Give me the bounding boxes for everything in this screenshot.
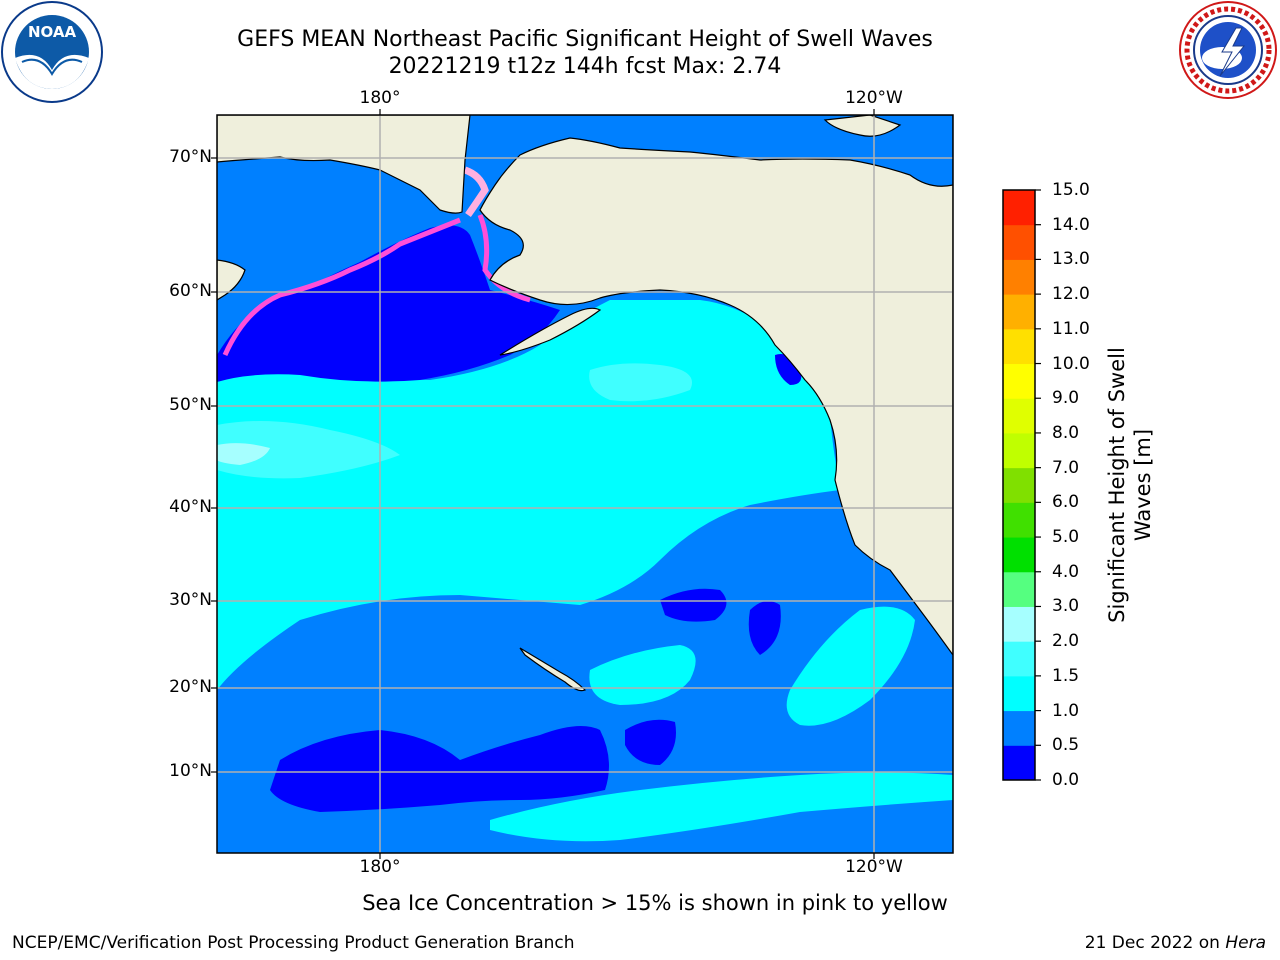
colorbar-tick-label: 9.0 [1052, 388, 1080, 409]
lon-tick-bottom-120w: 120°W [845, 857, 903, 877]
colorbar [1002, 189, 1041, 781]
colorbar-cell-13 [1003, 294, 1035, 330]
colorbar-tick-label: 0.5 [1052, 735, 1080, 756]
lat-tick-50n: 50°N [169, 395, 212, 415]
colorbar-cell-11 [1003, 363, 1035, 399]
colorbar-cell-16 [1003, 190, 1035, 226]
colorbar-cell-6 [1003, 537, 1035, 573]
colorbar-cell-2 [1003, 675, 1035, 712]
colorbar-cell-15 [1003, 224, 1035, 260]
colorbar-cell-5 [1003, 571, 1035, 607]
ocean-band-1.0-1.5-hawaii [589, 645, 696, 705]
chart-title: GEFS MEAN Northeast Pacific Significant … [237, 27, 933, 52]
ocean-band-1.0-1.5-south [490, 772, 953, 842]
colorbar-tick-label: 11.0 [1052, 318, 1090, 339]
colorbar-tick-label: 1.5 [1052, 665, 1080, 686]
colorbar-cell-4 [1003, 606, 1035, 642]
lat-tick-10n: 10°N [169, 761, 212, 781]
lat-tick-60n: 60°N [169, 281, 212, 301]
lat-tick-20n: 20°N [169, 677, 212, 697]
sea-ice-note: Sea Ice Concentration > 15% is shown in … [362, 891, 948, 915]
footer-credit: NCEP/EMC/Verification Post Processing Pr… [12, 933, 575, 953]
colorbar-tick-label: 12.0 [1052, 284, 1090, 305]
colorbar-cell-8 [1003, 467, 1035, 503]
colorbar-cell-12 [1003, 328, 1035, 365]
lon-tick-top-120w: 120°W [845, 88, 903, 108]
lon-tick-bottom-180: 180° [359, 857, 401, 877]
colorbar-tick-label: 1.0 [1052, 700, 1080, 721]
colorbar-tick-label: 8.0 [1052, 422, 1080, 443]
colorbar-frame [1002, 189, 1036, 781]
colorbar-cell-14 [1003, 259, 1035, 295]
colorbar-tick-label: 3.0 [1052, 596, 1080, 617]
ocean-band-0.0-0.5-south [270, 726, 609, 812]
colorbar-cell-1 [1003, 710, 1035, 746]
footer-host: Hera [1225, 933, 1266, 953]
colorbar-label: Significant Height of Swell Waves [m] [1104, 305, 1156, 665]
colorbar-tick-label: 5.0 [1052, 527, 1080, 548]
colorbar-cell-3 [1003, 641, 1035, 677]
lon-tick-top-180: 180° [359, 88, 401, 108]
footer-date: 21 Dec 2022 on Hera [1085, 932, 1266, 954]
colorbar-tick-label: 13.0 [1052, 249, 1090, 270]
land-north-america [479, 115, 953, 657]
noaa-logo: NOAA [0, 0, 104, 104]
map-frame [216, 114, 954, 854]
lat-tick-70n: 70°N [169, 147, 212, 167]
sea-ice-edge [222, 217, 461, 357]
lat-tick-30n: 30°N [169, 590, 212, 610]
colorbar-cell-7 [1003, 502, 1035, 538]
colorbar-tick-label: 4.0 [1052, 561, 1080, 582]
lat-tick-40n: 40°N [169, 497, 212, 517]
chart-subtitle: 20221219 t12z 144h fcst Max: 2.74 [388, 54, 782, 79]
colorbar-tick-label: 14.0 [1052, 214, 1090, 235]
footer-date-text: 21 Dec 2022 on [1084, 933, 1226, 953]
colorbar-cell-10 [1003, 398, 1035, 434]
ocean-band-1.5-2.0 [217, 421, 400, 479]
ocean-band-1.0-1.5 [217, 300, 840, 690]
land-hawaii [519, 647, 587, 692]
colorbar-tick-label: 0.0 [1052, 770, 1080, 790]
colorbar-label-line2: Waves [m] [1131, 428, 1155, 542]
nws-logo [1178, 0, 1278, 100]
ocean-band-1.0-1.5-east [786, 606, 915, 726]
colorbar-tick-label: 6.0 [1052, 492, 1080, 513]
map-grid [217, 115, 953, 853]
colorbar-tick-label: 15.0 [1052, 180, 1090, 200]
noaa-logo-text: NOAA [28, 23, 77, 41]
colorbar-tick-label: 2.0 [1052, 631, 1080, 652]
colorbar-label-line1: Significant Height of Swell [1105, 347, 1129, 623]
colorbar-tick-label: 7.0 [1052, 457, 1080, 478]
colorbar-cell-0 [1003, 745, 1035, 781]
colorbar-cell-9 [1003, 432, 1035, 469]
ocean-band-0.0-0.5-bering [217, 225, 560, 382]
colorbar-tick-label: 10.0 [1052, 353, 1090, 374]
